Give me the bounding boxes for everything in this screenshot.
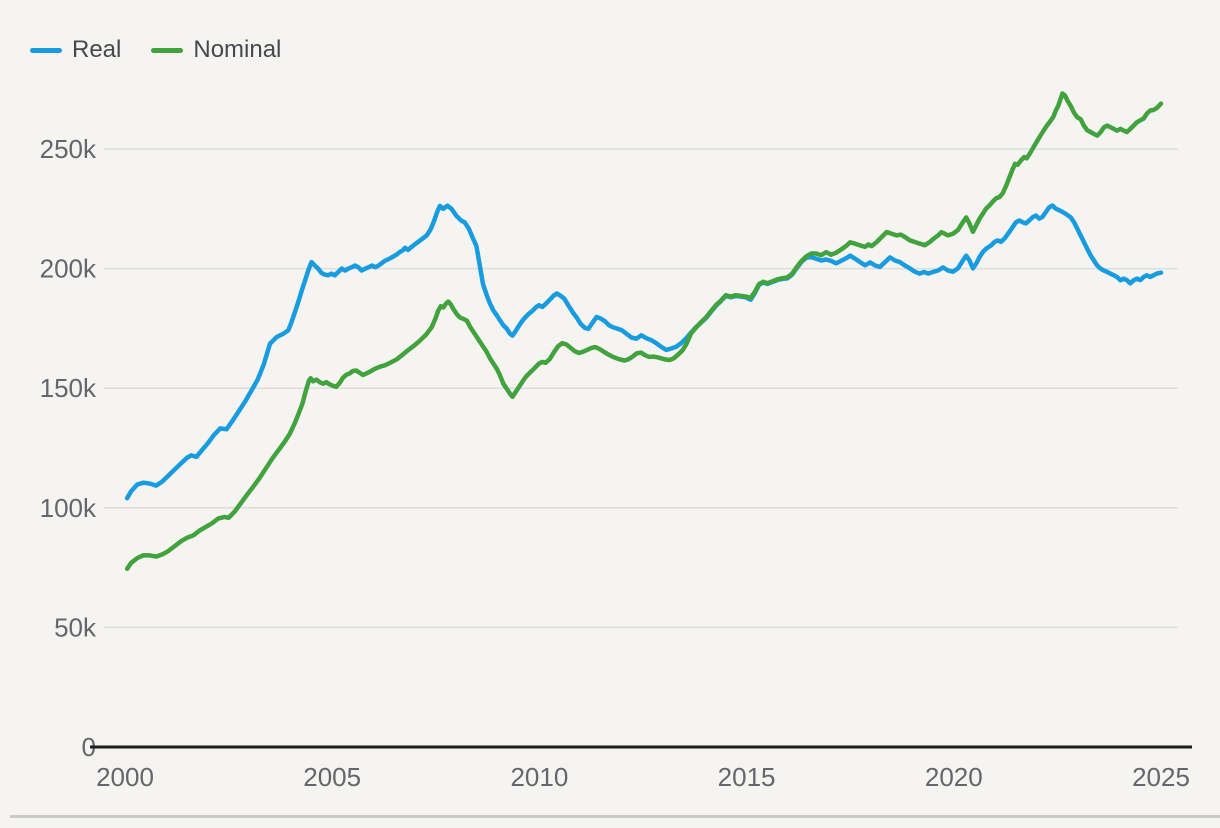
y-tick-label: 0 <box>82 732 96 762</box>
legend-label-real: Real <box>72 36 122 63</box>
x-tick-label: 2010 <box>510 762 568 792</box>
real-series-swatch <box>30 47 62 53</box>
series-line-nominal <box>124 91 1164 572</box>
x-tick-label: 2005 <box>303 762 361 792</box>
y-tick-label: 50k <box>54 612 97 642</box>
y-tick-label: 150k <box>40 373 97 403</box>
series-line-real <box>124 203 1164 501</box>
x-tick-label: 2000 <box>96 762 154 792</box>
legend-item-real: Real <box>30 38 121 62</box>
x-tick-label: 2025 <box>1132 762 1190 792</box>
nominal-series-swatch <box>151 47 184 53</box>
y-tick-label: 200k <box>40 254 97 284</box>
x-tick-label: 2020 <box>925 762 983 792</box>
x-tick-label: 2015 <box>718 762 776 792</box>
y-tick-label: 100k <box>40 493 97 523</box>
legend-item-nominal: Nominal <box>151 38 281 62</box>
bottom-divider <box>10 815 1220 818</box>
y-tick-label: 250k <box>40 134 97 164</box>
legend-label-nominal: Nominal <box>193 36 282 63</box>
legend: Real Nominal <box>30 38 281 62</box>
